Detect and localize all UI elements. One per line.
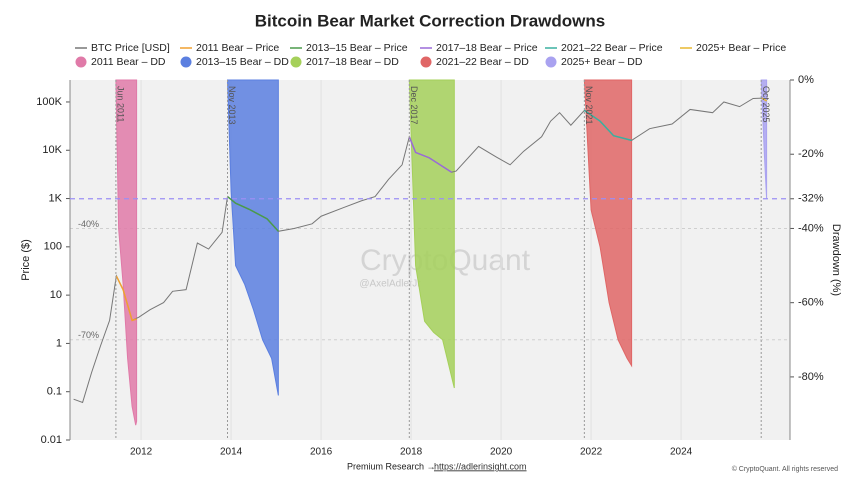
legend-marker xyxy=(180,56,192,68)
legend-label: 2011 Bear – DD xyxy=(91,56,166,68)
chart-title: Bitcoin Bear Market Correction Drawdowns xyxy=(255,11,605,30)
drawdown-area xyxy=(408,79,455,389)
level-label: -70% xyxy=(78,330,99,340)
legend-label: 2013–15 Bear – DD xyxy=(196,56,289,68)
footer: Premium Research → xyxy=(347,461,436,471)
y2-tick-label: -32% xyxy=(798,193,824,205)
y2-tick-label: -40% xyxy=(798,222,824,234)
drawdown-area xyxy=(115,79,138,426)
legend-label: 2011 Bear – Price xyxy=(196,42,279,54)
x-tick-label: 2020 xyxy=(490,447,513,458)
y2-tick-label: -80% xyxy=(798,371,824,383)
drawdown-area xyxy=(583,79,633,368)
legend-label: 2017–18 Bear – Price xyxy=(436,42,538,54)
y-tick-label: 100K xyxy=(36,96,62,108)
price-line xyxy=(115,275,137,322)
annotation-label: Nov 2021 xyxy=(584,86,594,125)
legend-marker xyxy=(420,56,432,68)
y-tick-label: 10K xyxy=(42,144,62,156)
footer-link[interactable]: https://adlerinsight.com xyxy=(434,461,527,471)
y-tick-label: 1 xyxy=(56,337,62,349)
y-tick-label: 1K xyxy=(49,192,63,204)
y-axis-title: Price ($) xyxy=(20,239,32,281)
legend-label: 2013–15 Bear – Price xyxy=(306,42,408,54)
price-line xyxy=(583,109,632,142)
legend-label: 2025+ Bear – DD xyxy=(561,56,643,68)
x-tick-label: 2012 xyxy=(130,447,153,458)
y2-axis-title: Drawdown (%) xyxy=(830,224,842,296)
x-tick-label: 2016 xyxy=(310,447,333,458)
copyright: © CryptoQuant. All rights reserved xyxy=(732,465,838,473)
x-tick-label: 2022 xyxy=(580,447,603,458)
legend-marker xyxy=(290,56,302,68)
y2-tick-label: -60% xyxy=(798,297,824,309)
price-line xyxy=(408,136,453,173)
legend-label: 2021–22 Bear – Price xyxy=(561,42,663,54)
annotation-label: Jun 2011 xyxy=(116,86,126,122)
annotation-label: Oct 2025 xyxy=(761,86,771,123)
y-tick-label: 0.1 xyxy=(47,386,62,398)
level-label: -40% xyxy=(78,219,99,229)
legend-label: BTC Price [USD] xyxy=(91,42,170,54)
legend-label: 2021–22 Bear – DD xyxy=(436,56,529,68)
annotation-label: Dec 2017 xyxy=(409,86,419,125)
watermark-handle: @AxelAdlerJr xyxy=(359,279,421,290)
y2-tick-label: 0% xyxy=(798,74,814,86)
x-tick-label: 2014 xyxy=(220,447,243,458)
legend-marker xyxy=(545,56,557,68)
y-tick-label: 0.01 xyxy=(41,434,62,446)
legend-label: 2025+ Bear – Price xyxy=(696,42,786,54)
y-tick-label: 100 xyxy=(44,241,62,253)
y2-tick-label: -20% xyxy=(798,148,824,160)
x-tick-label: 2024 xyxy=(670,447,693,458)
legend-marker xyxy=(75,56,87,68)
y-tick-label: 10 xyxy=(50,289,62,301)
price-line xyxy=(761,97,767,102)
price-line xyxy=(227,195,279,232)
drawdown-area xyxy=(226,79,279,396)
legend-label: 2017–18 Bear – DD xyxy=(306,56,399,68)
x-tick-label: 2018 xyxy=(400,447,423,458)
annotation-label: Nov 2013 xyxy=(227,86,237,125)
